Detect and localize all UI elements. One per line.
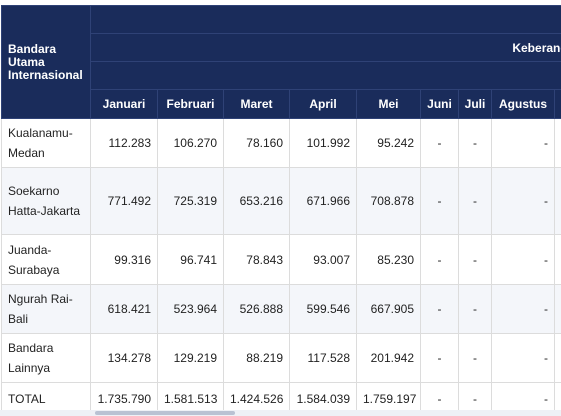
table-cell: - (491, 284, 555, 334)
table-cell-extra (553, 333, 561, 383)
airport-name: Ngurah Rai-Bali (1, 284, 91, 334)
table-row: Bandara Lainnya 134.278 129.219 88.219 1… (1, 333, 561, 383)
total-row: TOTAL 1.735.790 1.581.513 1.424.526 1.58… (1, 382, 561, 415)
month-header: Januari (90, 89, 158, 119)
table-cell: 106.270 (157, 118, 224, 168)
table-cell: 134.278 (90, 333, 158, 383)
table-row: Soekarno Hatta-Jakarta 771.492 725.319 6… (1, 167, 561, 235)
table-cell: 618.421 (90, 284, 158, 334)
table-cell: - (420, 167, 459, 235)
table-cell: - (458, 118, 492, 168)
table-cell: - (420, 234, 459, 285)
horizontal-scrollbar[interactable] (0, 410, 561, 416)
month-header-extra (553, 89, 561, 119)
table-cell: 112.283 (90, 118, 158, 168)
table-cell: - (458, 333, 492, 383)
table-cell: 96.741 (157, 234, 224, 285)
airport-name: Bandara Lainnya (1, 333, 91, 383)
month-header: Februari (157, 89, 224, 119)
table-cell: - (491, 234, 555, 285)
table-cell: 667.905 (356, 284, 421, 334)
month-header: Maret (223, 89, 290, 119)
table-cell: 117.528 (289, 333, 357, 383)
table-cell: 671.966 (289, 167, 357, 235)
table-row: Ngurah Rai-Bali 618.421 523.964 526.888 … (1, 284, 561, 334)
scrollbar-thumb[interactable] (95, 411, 235, 415)
table-cell: 725.319 (157, 167, 224, 235)
group-header: Keberangkatan (89, 33, 561, 62)
table-cell: 78.843 (223, 234, 290, 285)
table-cell-extra (553, 234, 561, 285)
row-header: Bandara Utama Internasional (1, 5, 91, 119)
month-header: Agustus (491, 89, 555, 119)
table-cell: 85.230 (356, 234, 421, 285)
table-cell: 771.492 (90, 167, 158, 235)
header-spacer (89, 5, 561, 34)
table-cell: 708.878 (356, 167, 421, 235)
table-cell: 101.992 (289, 118, 357, 168)
table-cell-extra (553, 118, 561, 168)
table-cell: 78.160 (223, 118, 290, 168)
table-cell: 99.316 (90, 234, 158, 285)
table-row: Kualanamu-Medan 112.283 106.270 78.160 1… (1, 118, 561, 168)
table-cell: 599.546 (289, 284, 357, 334)
month-header: Juni (420, 89, 459, 119)
total-label: TOTAL (1, 382, 91, 415)
month-header: Juli (458, 89, 492, 119)
year-header: 2025 (89, 61, 561, 90)
table-cell: - (491, 118, 555, 168)
table-cell: - (420, 118, 459, 168)
table-cell: 523.964 (157, 284, 224, 334)
table-cell: - (420, 333, 459, 383)
table-cell: - (491, 167, 555, 235)
airport-name: Kualanamu-Medan (1, 118, 91, 168)
table-row: Juanda-Surabaya 99.316 96.741 78.843 93.… (1, 234, 561, 285)
table-cell: 526.888 (223, 284, 290, 334)
departures-table: Bandara Utama Internasional Keberangkata… (1, 5, 561, 415)
airport-name: Juanda-Surabaya (1, 234, 91, 285)
table-cell: - (491, 333, 555, 383)
airport-name: Soekarno Hatta-Jakarta (1, 167, 91, 235)
table-cell-extra (553, 167, 561, 235)
table-cell: 653.216 (223, 167, 290, 235)
table-cell: 95.242 (356, 118, 421, 168)
table-cell: - (420, 382, 459, 415)
table-cell: 129.219 (157, 333, 224, 383)
table-cell: 93.007 (289, 234, 357, 285)
table-cell: - (458, 284, 492, 334)
table-cell-extra (553, 284, 561, 334)
table-cell: - (491, 382, 555, 415)
table-cell: - (458, 382, 492, 415)
month-header: April (289, 89, 357, 119)
table-cell: - (420, 284, 459, 334)
month-header: Mei (356, 89, 421, 119)
table-cell: - (458, 167, 492, 235)
table-cell: 1.759.197 (356, 382, 421, 415)
table-cell: - (458, 234, 492, 285)
table-cell: 88.219 (223, 333, 290, 383)
table-cell: 1.584.039 (289, 382, 357, 415)
table-cell: 201.942 (356, 333, 421, 383)
